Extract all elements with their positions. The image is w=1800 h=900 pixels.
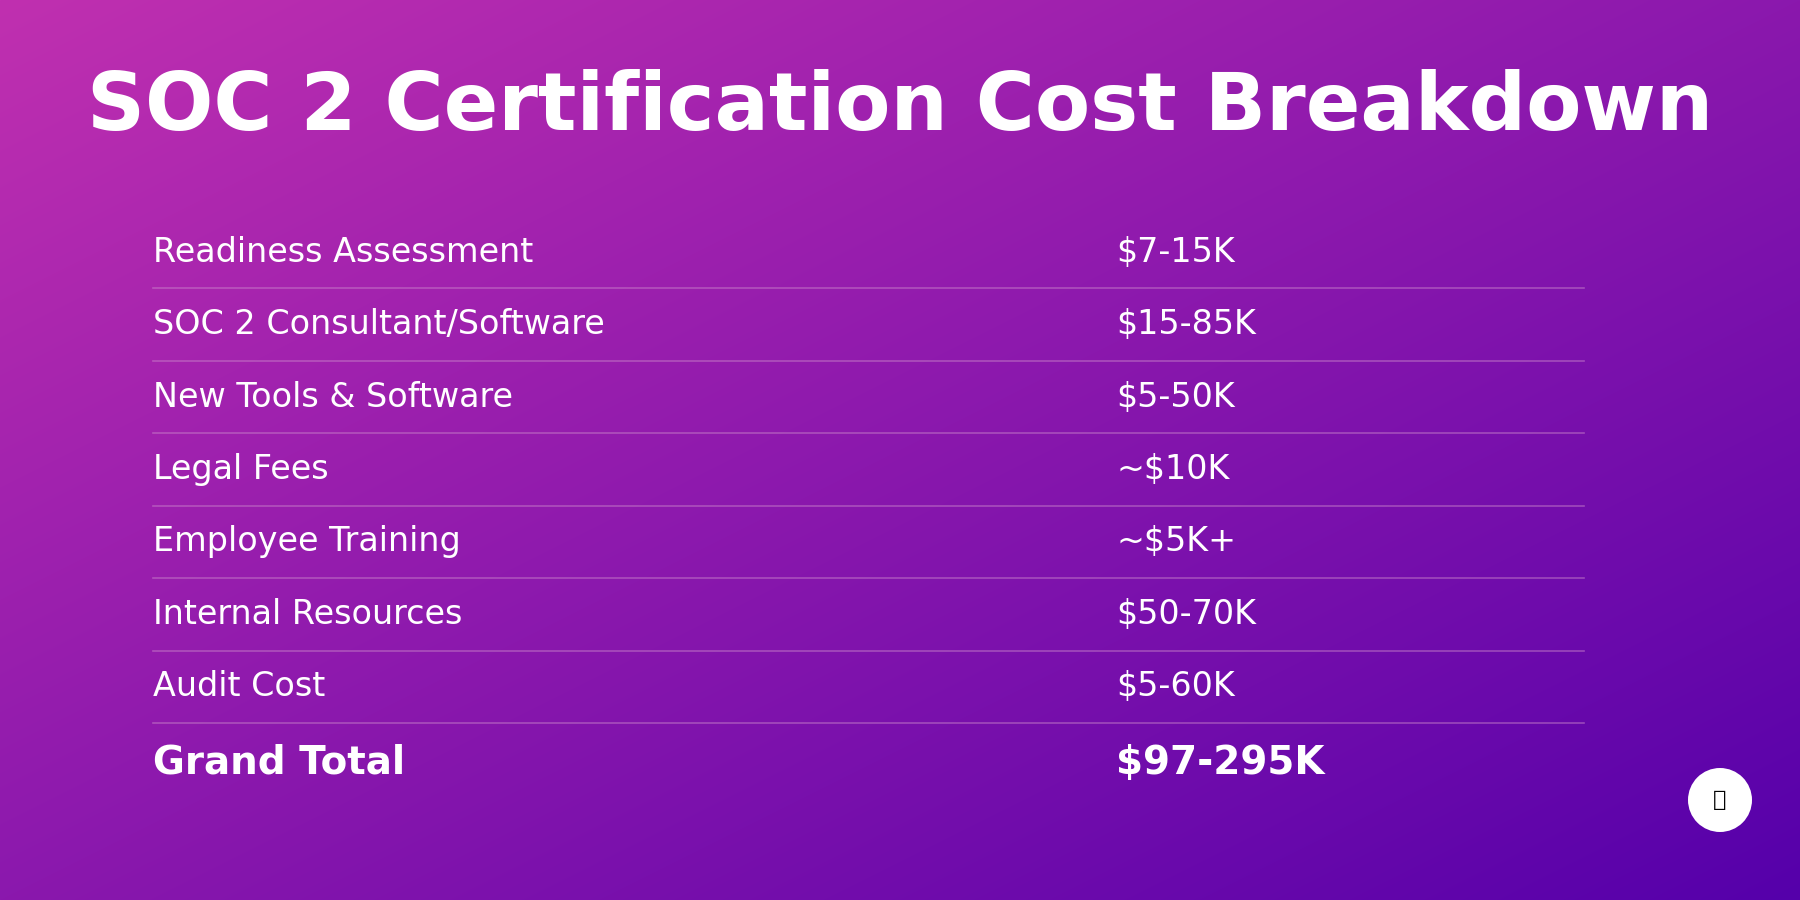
- Text: Grand Total: Grand Total: [153, 744, 405, 782]
- Text: $5-50K: $5-50K: [1116, 381, 1235, 414]
- Text: Readiness Assessment: Readiness Assessment: [153, 236, 533, 269]
- Text: Internal Resources: Internal Resources: [153, 598, 463, 631]
- Text: $97-295K: $97-295K: [1116, 744, 1325, 782]
- Text: SOC 2 Consultant/Software: SOC 2 Consultant/Software: [153, 308, 605, 341]
- Text: $5-60K: $5-60K: [1116, 670, 1235, 704]
- Text: New Tools & Software: New Tools & Software: [153, 381, 513, 414]
- Text: Legal Fees: Legal Fees: [153, 453, 329, 486]
- Text: ~$5K+: ~$5K+: [1116, 526, 1237, 559]
- Text: $50-70K: $50-70K: [1116, 598, 1256, 631]
- Text: 🔑: 🔑: [1714, 790, 1726, 810]
- Text: $7-15K: $7-15K: [1116, 236, 1235, 269]
- Circle shape: [1688, 768, 1751, 832]
- Text: ~$10K: ~$10K: [1116, 453, 1229, 486]
- Text: SOC 2 Certification Cost Breakdown: SOC 2 Certification Cost Breakdown: [86, 69, 1714, 147]
- Text: $15-85K: $15-85K: [1116, 308, 1256, 341]
- Text: Audit Cost: Audit Cost: [153, 670, 326, 704]
- Text: Employee Training: Employee Training: [153, 526, 461, 559]
